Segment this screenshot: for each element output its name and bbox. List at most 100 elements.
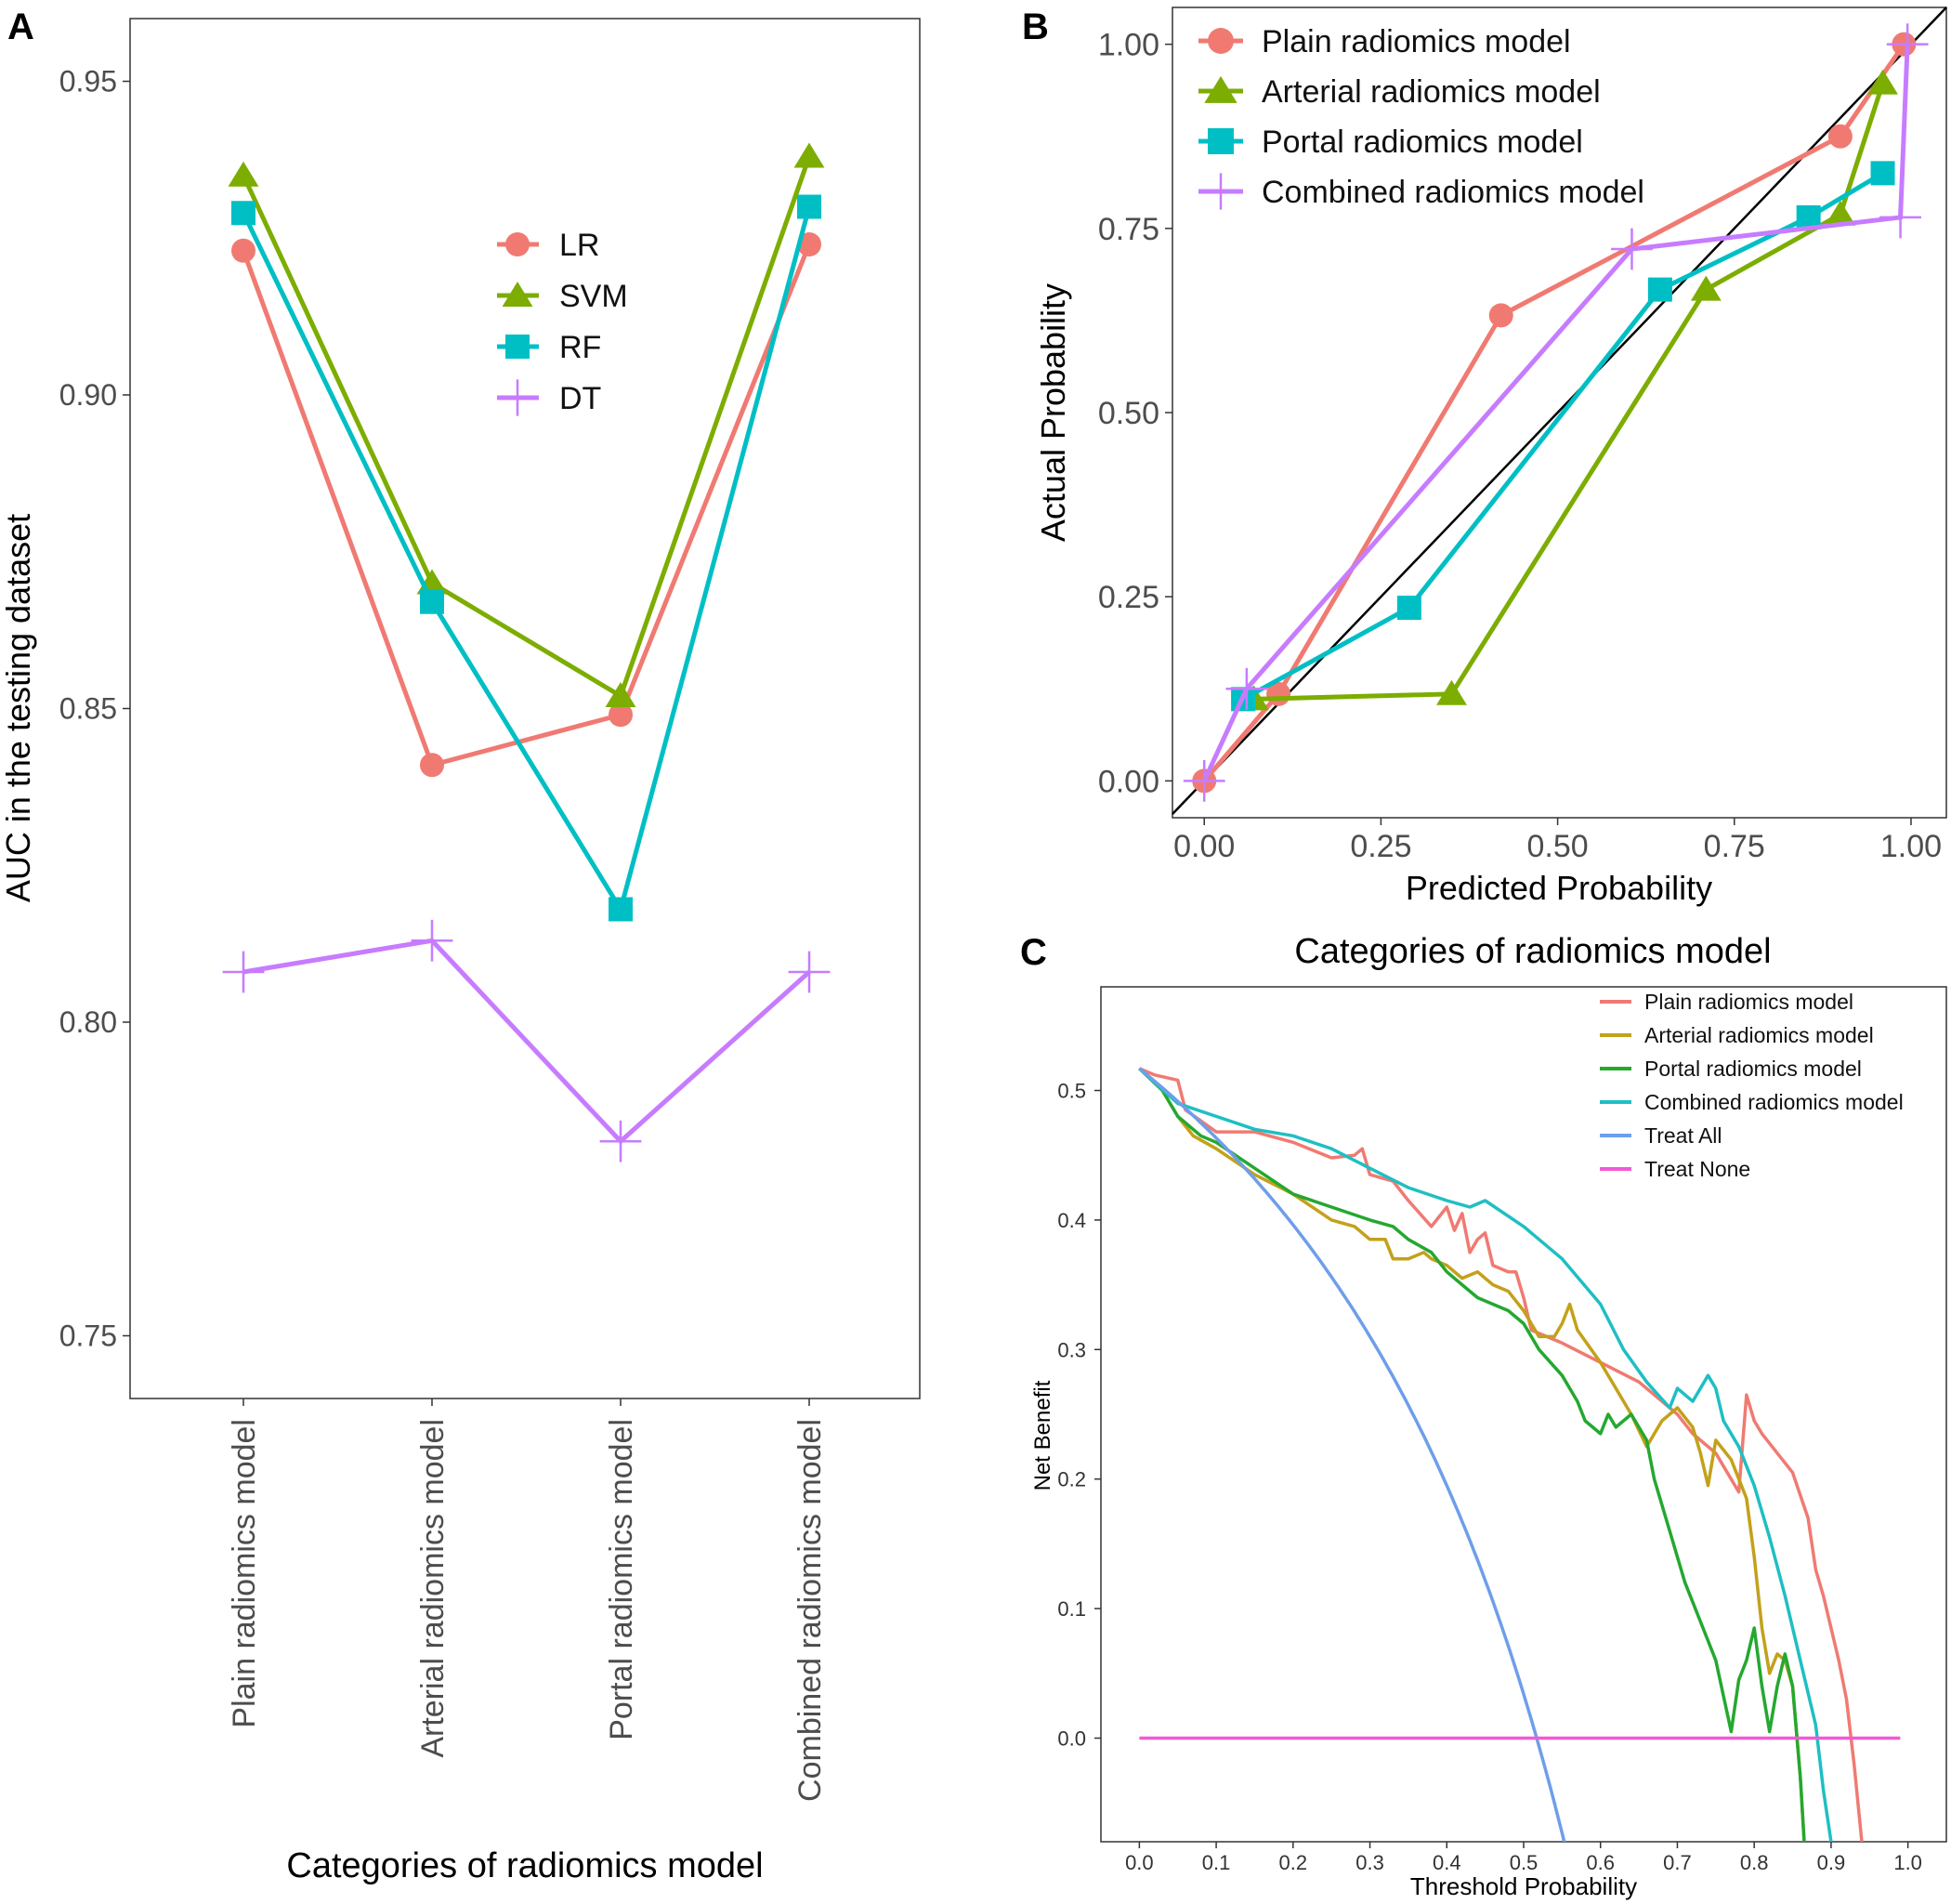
panel-b-y-tick-label: 0.50 [1098, 396, 1159, 431]
panel-b-point-arterial-radiomics-model [1825, 200, 1856, 226]
panel-b-legend-label: Arterial radiomics model [1262, 74, 1601, 110]
panel-c-x-tick-label: 0.4 [1433, 1851, 1461, 1874]
panel-b-point-combined-radiomics-model [1611, 228, 1653, 270]
panel-a-y-axis-label: AUC in the testing dataset [0, 514, 37, 902]
panel-c-legend-label: Treat None [1644, 1157, 1750, 1181]
panel-a-point-dt [222, 951, 265, 993]
panel-c-x-tick-label: 0.6 [1586, 1851, 1615, 1874]
panel-a-x-tick-label: Combined radiomics model [792, 1419, 828, 1802]
panel-c-x-tick-label: 0.2 [1279, 1851, 1308, 1874]
panel-b-x-tick-label: 0.75 [1704, 829, 1765, 864]
panel-label-b: B [1022, 7, 1049, 47]
panel-a-legend-marker-svm [502, 282, 533, 307]
panel-b-point-plain-radiomics-model [1488, 303, 1513, 328]
panel-a-series-line-dt [242, 938, 811, 1145]
panel-a-y-tick-label: 0.75 [59, 1320, 117, 1353]
panel-c-x-tick-label: 0.8 [1740, 1851, 1769, 1874]
panel-a-point-rf [231, 201, 255, 226]
panel-c-x-tick-label: 1.0 [1893, 1851, 1922, 1874]
panel-b-point-arterial-radiomics-model [1690, 275, 1722, 301]
panel-b-y-tick-label: 0.00 [1098, 764, 1159, 799]
panel-c-legend-label: Plain radiomics model [1644, 990, 1853, 1014]
panel-b-x-tick-label: 0.00 [1173, 829, 1235, 864]
panel-a-point-lr [797, 232, 821, 256]
panel-c-x-axis-label: Threshold Probability [1410, 1872, 1637, 1900]
panel-c-y-tick-label: 0.5 [1057, 1080, 1086, 1103]
panel-b-point-plain-radiomics-model [1827, 124, 1853, 149]
panel-b-reference-diagonal [1172, 7, 1947, 815]
panel-c-y-axis-label: Net Benefit [1030, 1380, 1055, 1490]
panel-c-y-tick-label: 0.2 [1057, 1468, 1086, 1491]
panel-a-legend-label: RF [559, 330, 601, 365]
panel-b-legend-marker-arterial-radiomics-model [1204, 75, 1237, 103]
panel-a-point-lr [420, 753, 444, 778]
panel-c-x-tick-label: 0.9 [1817, 1851, 1846, 1874]
panel-a-y-tick-label: 0.80 [59, 1005, 117, 1039]
panel-a-legend-marker-dt [499, 379, 536, 416]
panel-c-series-line-treat-all [1138, 1067, 1566, 1842]
panel-b-x-tick-label: 0.25 [1350, 829, 1411, 864]
panel-a-x-tick-label: Arterial radiomics model [415, 1419, 451, 1758]
panel-c-series-line-combined-radiomics-model [1138, 1067, 1833, 1842]
panel-c-y-tick-label: 0.0 [1057, 1727, 1086, 1750]
panel-b-legend-marker-portal-radiomics-model [1208, 128, 1234, 154]
panel-c-series-line-portal-radiomics-model [1138, 1067, 1806, 1842]
panel-c-legend-label: Treat All [1644, 1123, 1722, 1148]
panel-c-title: Categories of radiomics model [1294, 932, 1771, 971]
panel-c-y-tick-label: 0.1 [1057, 1597, 1086, 1621]
panel-c-x-tick-label: 0.1 [1202, 1851, 1231, 1874]
panel-a-point-dt [788, 951, 831, 993]
panel-b-y-tick-label: 1.00 [1098, 28, 1159, 63]
panel-a-point-rf [609, 897, 633, 922]
panel-b-legend-label: Plain radiomics model [1262, 24, 1571, 59]
panel-b-legend-label: Combined radiomics model [1262, 175, 1644, 210]
panel-b-legend-marker-combined-radiomics-model [1202, 173, 1239, 210]
panel-a-y-tick-label: 0.90 [59, 378, 117, 412]
panel-a-point-rf [797, 194, 821, 219]
panel-c-decision-curve-chart: Categories of radiomics model 0.0 0.1 0.2 0… [1030, 932, 1947, 1900]
panel-c-series-line-arterial-radiomics-model [1138, 1067, 1806, 1842]
panel-a-point-svm [605, 682, 636, 707]
panel-a-legend-label: DT [559, 381, 601, 416]
panel-a-legend-marker-rf [505, 335, 530, 359]
panel-a-point-dt [411, 919, 453, 962]
panel-a-point-lr [609, 703, 633, 728]
panel-c-legend-label: Portal radiomics model [1644, 1057, 1862, 1081]
panel-a-series-line-lr [241, 243, 812, 768]
panel-a-legend-marker-lr [505, 232, 530, 256]
panel-a-point-dt [599, 1120, 642, 1162]
panel-a-point-svm [228, 161, 259, 187]
panel-b-y-tick-label: 0.75 [1098, 212, 1159, 247]
panel-label-c: C [1020, 932, 1047, 973]
panel-b-legend-label: Portal radiomics model [1262, 125, 1583, 160]
panel-c-legend-label: Arterial radiomics model [1644, 1023, 1874, 1047]
panel-c-y-tick-label: 0.4 [1057, 1209, 1086, 1232]
panel-a-point-lr [231, 238, 255, 263]
panel-label-a: A [7, 7, 34, 47]
panel-c-series-line-plain-radiomics-model [1138, 1067, 1864, 1842]
panel-a-point-rf [420, 589, 444, 614]
panel-b-x-tick-label: 1.00 [1880, 829, 1942, 864]
panel-b-point-arterial-radiomics-model [1867, 69, 1898, 95]
panel-b-x-axis-label: Predicted Probability [1406, 869, 1712, 907]
panel-a-x-axis-label: Categories of radiomics model [286, 1846, 763, 1885]
panel-a-series-line-rf [241, 205, 812, 915]
panel-b-point-portal-radiomics-model [1647, 277, 1672, 302]
panel-a-series-line-svm [241, 155, 812, 700]
panel-b-y-axis-label: Actual Probability [1034, 283, 1072, 542]
panel-b-calibration-chart: 0.00 0.00 0.25 0.25 0.50 0.50 0.75 0.75 1.00 1.00… [1034, 7, 1947, 907]
panel-a-y-tick-label: 0.95 [59, 65, 117, 98]
panel-b-point-combined-radiomics-model [1879, 196, 1921, 239]
panel-a-point-svm [793, 142, 825, 168]
panel-a-x-tick-label: Portal radiomics model [604, 1419, 639, 1740]
panel-a-auc-chart: 0.75 0.80 0.85 0.90 0.95 Plain radiomics mod… [0, 18, 921, 1885]
panel-c-legend-label: Combined radiomics model [1644, 1090, 1904, 1114]
panel-b-point-portal-radiomics-model [1870, 161, 1895, 186]
panel-c-x-tick-label: 0.7 [1663, 1851, 1692, 1874]
panel-a-legend-label: LR [559, 228, 599, 263]
panel-b-point-arterial-radiomics-model [1436, 679, 1467, 705]
panel-b-point-combined-radiomics-model [1225, 667, 1268, 710]
panel-b-x-tick-label: 0.50 [1527, 829, 1589, 864]
panel-c-x-tick-label: 0.5 [1510, 1851, 1539, 1874]
